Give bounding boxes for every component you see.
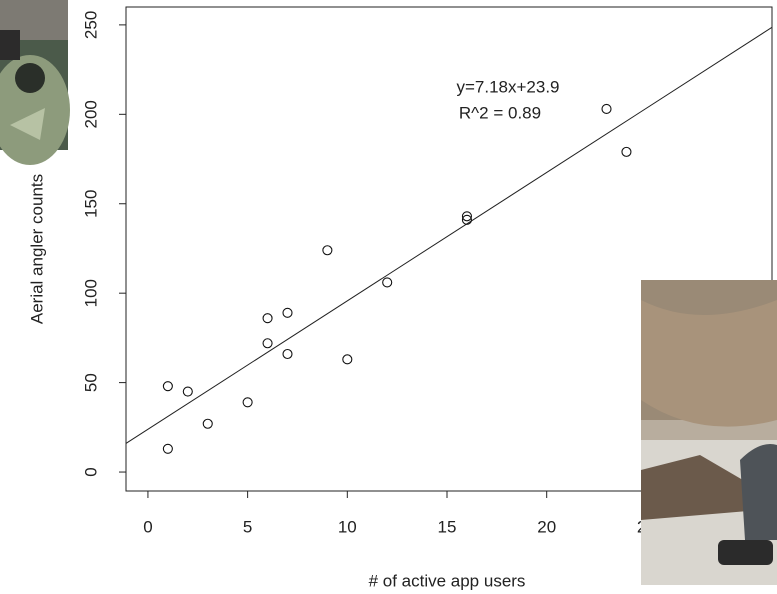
y-tick-label: 50	[81, 373, 100, 392]
point	[262, 313, 273, 324]
y-tick-label: 200	[81, 100, 100, 128]
point	[282, 348, 293, 360]
point	[242, 397, 253, 408]
point	[342, 354, 353, 365]
y-tick-label: 150	[81, 190, 100, 218]
annotation: R^2 = 0.89	[459, 103, 541, 122]
point	[262, 338, 273, 349]
x-tick-label: 15	[438, 517, 457, 536]
point	[322, 245, 333, 256]
y-tick-label: 0	[81, 467, 100, 476]
point	[162, 443, 173, 454]
point	[461, 211, 472, 222]
y-tick-label: 250	[81, 11, 100, 39]
point	[202, 418, 213, 429]
point	[601, 103, 612, 115]
point	[282, 307, 293, 318]
x-tick-label: 20	[537, 517, 556, 536]
x-axis-label: # of active app users	[369, 571, 526, 590]
photo-bottom-right	[641, 280, 777, 585]
x-tick-label: 5	[243, 517, 252, 536]
annotation: y=7.18x+23.9	[456, 77, 559, 96]
point	[461, 214, 472, 225]
regression-line	[126, 26, 772, 444]
x-tick-label: 10	[338, 517, 357, 536]
point	[382, 277, 393, 288]
photo-top-left	[0, 0, 70, 165]
point	[162, 381, 173, 392]
y-tick-label: 100	[81, 279, 100, 307]
x-tick-label: 0	[143, 517, 152, 536]
point	[182, 386, 193, 397]
y-axis-label: Aerial angler counts	[27, 174, 46, 324]
point	[621, 146, 632, 157]
